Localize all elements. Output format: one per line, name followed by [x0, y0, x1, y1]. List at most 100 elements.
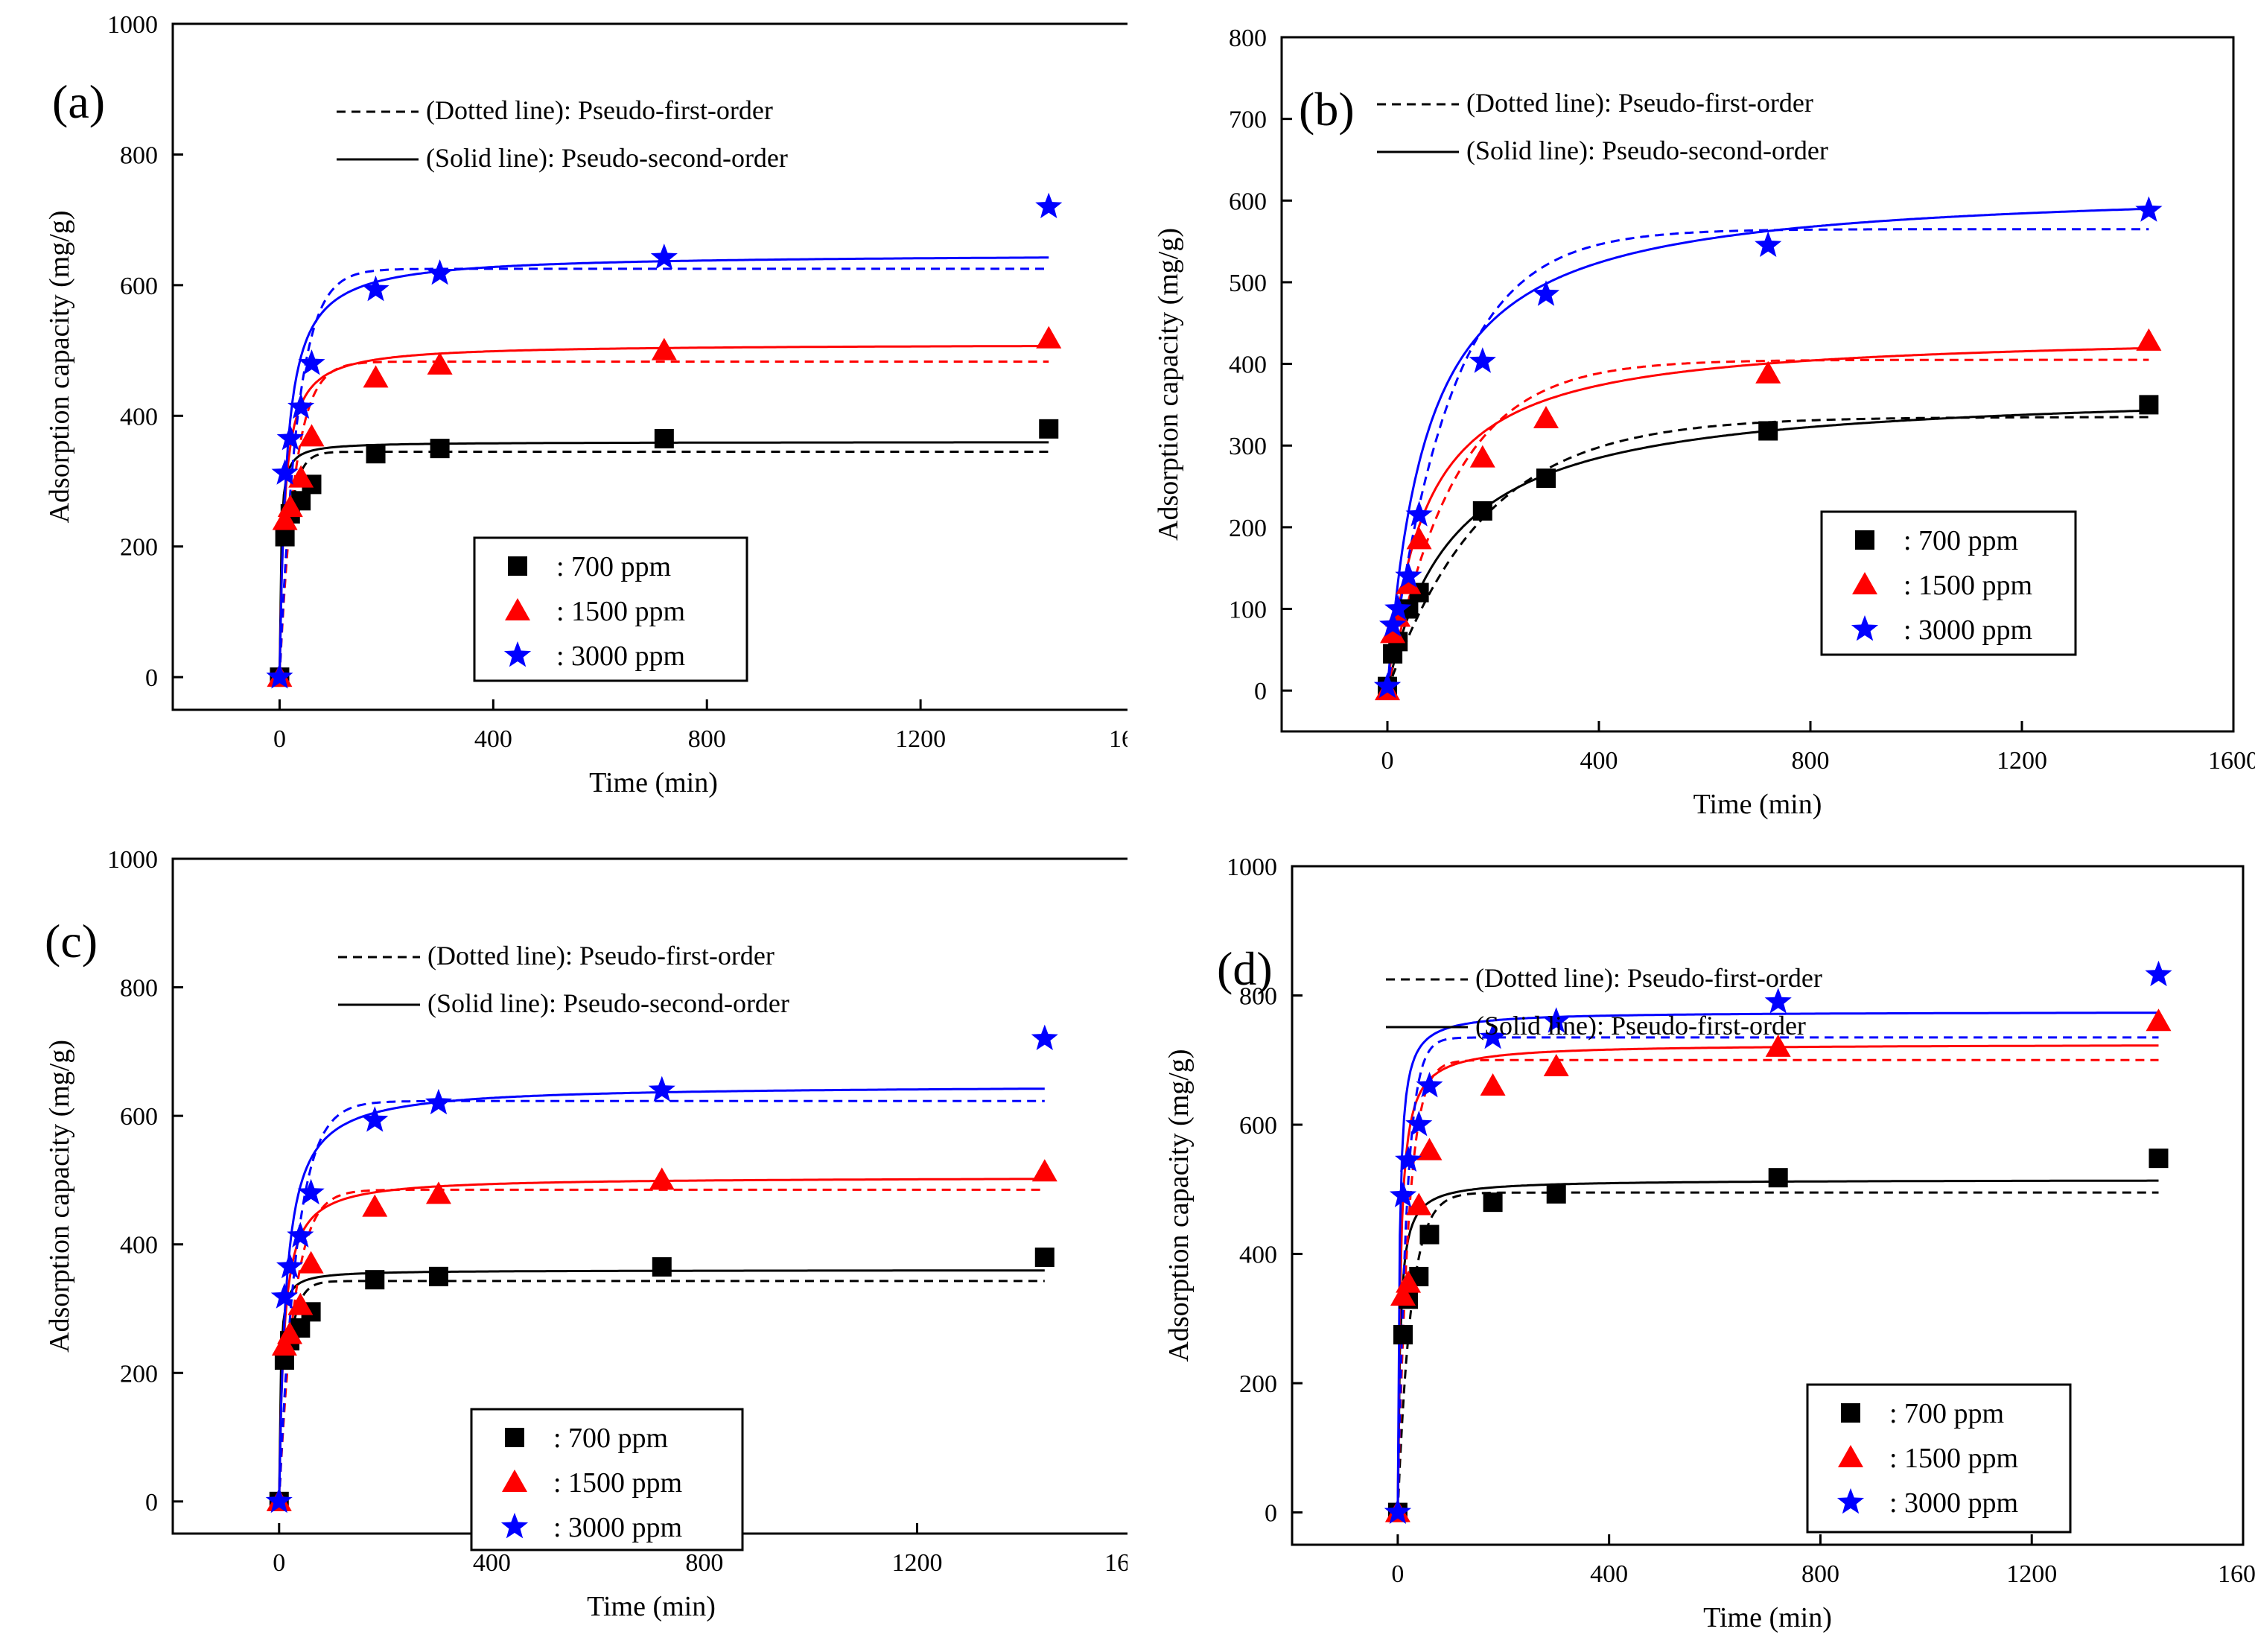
data-point [363, 365, 389, 388]
x-tick-label: 1200 [2006, 1560, 2057, 1588]
data-point [1419, 1224, 1440, 1245]
data-point [425, 1181, 451, 1204]
x-axis-title: Time (min) [1703, 1602, 1832, 1633]
x-axis-title: Time (min) [587, 1591, 716, 1622]
y-tick-label: 1000 [107, 846, 158, 874]
plot-frame [1291, 865, 2245, 1546]
legend-series-label: : 700 ppm [1903, 525, 2018, 556]
x-tick-label: 1200 [895, 725, 946, 753]
data-point [1533, 406, 1559, 429]
y-tick-label: 800 [1239, 983, 1277, 1011]
y-tick-label: 0 [1254, 678, 1267, 705]
data-point [1389, 1181, 1417, 1207]
data-point [1479, 1023, 1507, 1049]
data-point [1390, 1283, 1416, 1306]
y-tick-label: 100 [1229, 597, 1267, 624]
data-point [427, 352, 453, 375]
data-point [366, 444, 386, 464]
data-point [1405, 1111, 1433, 1137]
legend-marker [503, 641, 532, 667]
data-point [362, 276, 389, 302]
panel-label: (c) [45, 915, 98, 968]
data-point [654, 428, 674, 448]
data-point [428, 1266, 448, 1286]
data-point [650, 244, 678, 270]
data-point [1373, 672, 1402, 699]
data-point [265, 1487, 293, 1513]
data-point [1380, 620, 1406, 644]
data-point [1755, 360, 1781, 384]
pso-fit-line [1396, 1011, 2159, 1513]
y-tick-label: 600 [120, 273, 158, 300]
data-point [1031, 1159, 1057, 1182]
data-point [1384, 594, 1412, 620]
plot-frame [171, 22, 1128, 711]
legend-marker [500, 1513, 529, 1539]
legend-marker [1851, 615, 1879, 641]
y-tick-label: 600 [1239, 1112, 1277, 1140]
pfo-fit-line [278, 1099, 1045, 1502]
y-tick-label: 1000 [107, 11, 158, 39]
data-point [2149, 1149, 2169, 1169]
legend-marker [505, 598, 530, 620]
data-point [365, 1270, 385, 1290]
chart-svg: 0 400 800 1200 1600 0 200 400 600 800 1000 Time (mi… [1163, 854, 2255, 1633]
legend-marker [1855, 530, 1874, 550]
data-point [2136, 328, 2162, 351]
data-point [270, 1283, 298, 1309]
data-point [649, 1167, 675, 1190]
x-tick-label: 1600 [2218, 1560, 2255, 1588]
x-axis-title: Time (min) [589, 767, 718, 798]
data-point [2139, 395, 2159, 415]
y-tick-label: 400 [120, 403, 158, 431]
legend-marker [508, 556, 527, 576]
data-point [275, 527, 295, 547]
data-point [276, 425, 304, 451]
data-point [298, 349, 325, 375]
data-point [1768, 1168, 1788, 1188]
data-point [288, 465, 314, 488]
data-point [298, 1251, 324, 1274]
legend-marker [505, 1428, 524, 1447]
data-point [1396, 1270, 1422, 1293]
data-point [651, 337, 677, 360]
legend-series-label: : 1500 ppm [1903, 570, 2032, 601]
x-tick-label: 0 [273, 1549, 285, 1577]
data-point [276, 1252, 304, 1279]
y-tick-label: 0 [1265, 1500, 1277, 1528]
data-point [277, 1321, 303, 1344]
data-point [1483, 1192, 1503, 1213]
data-point [1532, 280, 1560, 306]
x-tick-label: 0 [1391, 1560, 1404, 1588]
legend-series-label: : 3000 ppm [553, 1512, 682, 1543]
y-axis-title: Adsorption capacity (mg/g) [44, 1040, 75, 1353]
x-tick-label: 800 [688, 725, 726, 753]
data-point [1416, 1137, 1443, 1160]
data-point [271, 1333, 297, 1356]
data-point [271, 459, 299, 485]
data-point [1393, 1325, 1413, 1345]
y-tick-label: 200 [120, 1360, 158, 1388]
legend-marker [1838, 1445, 1863, 1467]
data-point [1036, 325, 1062, 349]
y-tick-label: 400 [1239, 1242, 1277, 1269]
x-axis-title: Time (min) [1693, 789, 1822, 820]
y-axis-title: Adsorption capacity (mg/g) [1163, 1049, 1195, 1362]
chart-svg: 0 400 800 1200 1600 0 100 200 300 400 500 600 700 800… [1153, 25, 2255, 820]
data-point [287, 1292, 314, 1315]
data-point [362, 1194, 388, 1217]
data-point [1755, 231, 1782, 257]
data-point [1469, 347, 1496, 373]
chart-svg: 0 400 800 1200 1600 0 200 400 600 800 1000 Time (mi… [44, 11, 1128, 798]
data-point [1472, 501, 1492, 521]
x-tick-label: 1600 [2208, 747, 2255, 775]
y-tick-label: 200 [120, 534, 158, 562]
panel-label: (a) [52, 75, 105, 128]
data-point [1396, 571, 1422, 594]
pfo-fit-line [278, 360, 1049, 678]
panel-label: (d) [1217, 942, 1273, 995]
y-tick-label: 700 [1229, 107, 1267, 134]
data-point [1395, 1146, 1422, 1172]
panel-c: 0 400 800 1200 1600 0 200 400 600 800 1000 Time (mi… [0, 826, 1128, 1652]
x-tick-label: 400 [474, 725, 512, 753]
